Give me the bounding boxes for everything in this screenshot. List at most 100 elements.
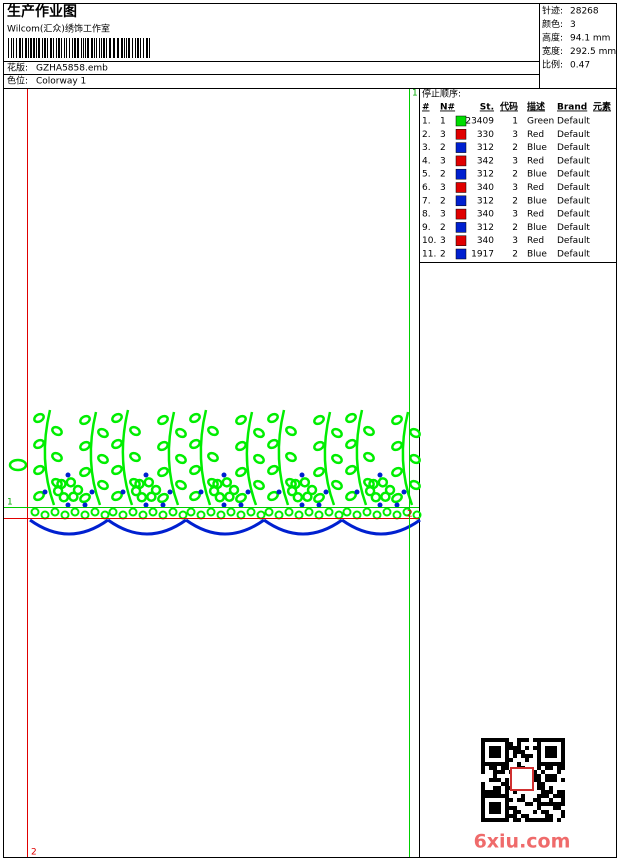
qr-cell [517, 746, 521, 750]
leaf [313, 466, 325, 478]
marker: 1 [412, 89, 418, 99]
loop [148, 507, 158, 517]
watermark: 6xiu.com [474, 831, 571, 853]
row-index: 11. [422, 250, 436, 260]
qr-cell [497, 810, 501, 814]
barcode-bar [103, 38, 105, 58]
qr-cell [553, 750, 557, 754]
qr-cell [517, 818, 521, 822]
loop [40, 510, 50, 520]
dot [394, 502, 400, 508]
qr-cell [537, 746, 541, 750]
leaf [313, 414, 325, 426]
color-swatch [455, 155, 467, 167]
qr-cell [489, 778, 493, 782]
qr-cell [493, 790, 497, 794]
qr-cell [545, 794, 549, 798]
color-swatch [455, 208, 467, 220]
stitches: 312 [477, 170, 494, 180]
barcode-bar [42, 38, 43, 58]
loop [30, 507, 40, 517]
qr-cell [493, 754, 497, 758]
leaf [253, 453, 265, 465]
leaf [207, 425, 219, 437]
qr-cell [537, 750, 541, 754]
code: 3 [512, 210, 518, 220]
qr-cell [485, 738, 489, 742]
dot [238, 502, 244, 508]
qr-cell [521, 798, 525, 802]
qr-cell [513, 806, 517, 810]
brand: Default [557, 210, 590, 220]
loop [342, 507, 352, 517]
qr-cell [517, 750, 521, 754]
leaf [8, 458, 28, 472]
qr-cell [489, 746, 493, 750]
qr-cell [549, 790, 553, 794]
barcode-bar [121, 38, 123, 58]
qr-cell [537, 798, 541, 802]
qr-cell [545, 818, 549, 822]
qr-cell [537, 774, 541, 778]
barcode-bar [72, 38, 73, 58]
qr-cell [505, 794, 509, 798]
qr-cell [509, 806, 513, 810]
qr-cell [545, 790, 549, 794]
barcode-bar [149, 38, 150, 58]
qr-cell [517, 810, 521, 814]
barcode-bar [61, 38, 62, 58]
qr-cell [501, 794, 505, 798]
qr-cell [541, 762, 545, 766]
qr-cell [557, 802, 561, 806]
flower-loop [146, 491, 157, 502]
color-swatch [455, 248, 467, 260]
needle: 2 [440, 143, 446, 153]
vine [245, 411, 258, 506]
qr-cell [481, 766, 485, 770]
qr-cell [481, 806, 485, 810]
loop [372, 510, 382, 520]
barcode-bar [146, 38, 148, 58]
qr-cell [517, 738, 521, 742]
column-header: # [422, 103, 430, 113]
barcode-bar [91, 38, 93, 58]
loop [60, 510, 70, 520]
loop [90, 507, 100, 517]
row-index: 2. [422, 130, 431, 140]
loop [334, 510, 344, 520]
column-header: Brand [557, 103, 587, 113]
barcode-bar [58, 38, 60, 58]
description: Blue [527, 170, 547, 180]
vine [277, 409, 290, 506]
brand: Default [557, 196, 590, 206]
vine [323, 411, 336, 506]
marker: 1 [7, 498, 13, 508]
qr-cell [525, 758, 529, 762]
qr-cell [537, 778, 541, 782]
qr-cell [553, 794, 557, 798]
leaf [33, 464, 45, 476]
vine [121, 409, 134, 506]
leaf [111, 438, 123, 450]
description: Green [527, 117, 554, 127]
qr-cell [513, 750, 517, 754]
loop [128, 507, 138, 517]
barcode-bar [132, 38, 133, 58]
leaf [189, 464, 201, 476]
qr-cell [481, 802, 485, 806]
barcode-bar [16, 38, 17, 58]
qr-cell [561, 798, 565, 802]
qr-cell [537, 786, 541, 790]
qr-cell [501, 766, 505, 770]
leaf [267, 438, 279, 450]
leaf [409, 427, 421, 439]
description: Blue [527, 143, 547, 153]
qr-cell [497, 754, 501, 758]
qr-cell [509, 798, 513, 802]
qr-cell [489, 754, 493, 758]
vine [167, 411, 180, 506]
qr-cell [549, 798, 553, 802]
code: 3 [512, 130, 518, 140]
loop [100, 510, 110, 520]
qr-cell [561, 790, 565, 794]
